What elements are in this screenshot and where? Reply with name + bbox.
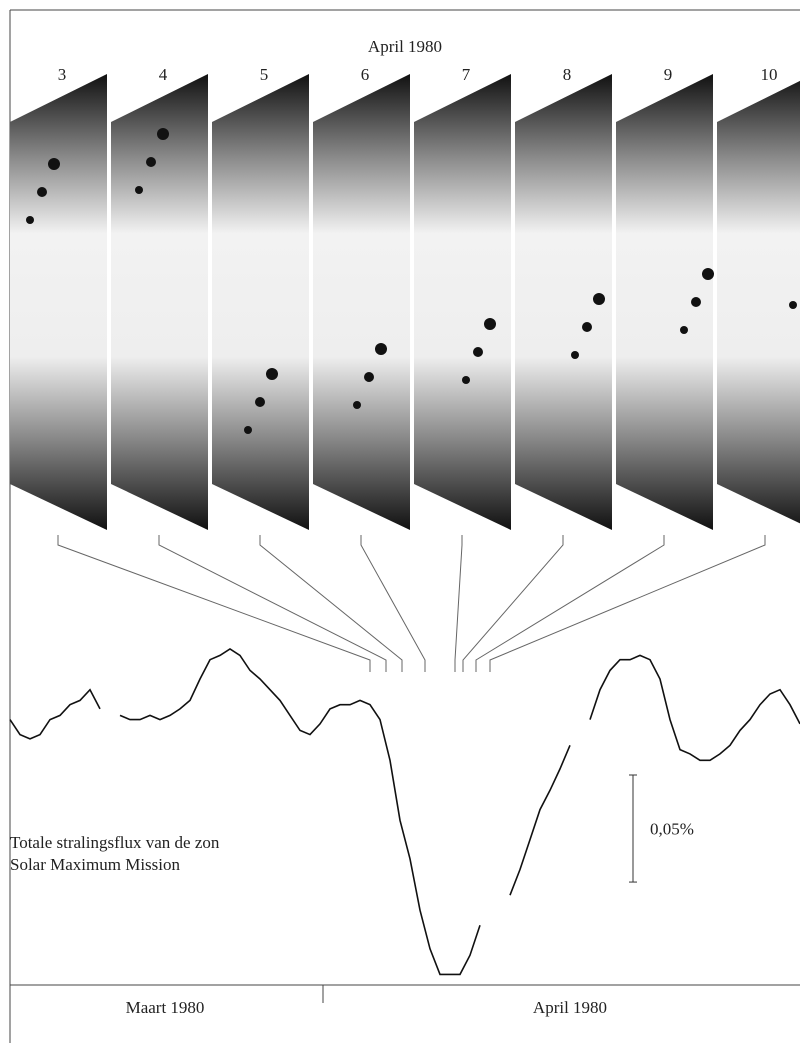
month-label: April 1980 <box>533 998 607 1017</box>
sun-image <box>717 74 800 530</box>
sunspot <box>146 157 156 167</box>
connector <box>260 535 402 672</box>
connector <box>476 535 664 672</box>
sunspot <box>462 376 470 384</box>
sunspot <box>375 343 387 355</box>
sunspot <box>244 426 252 434</box>
flux-line <box>10 649 800 974</box>
panel-label: 5 <box>260 65 269 84</box>
sunspot <box>255 397 265 407</box>
connector <box>361 535 425 672</box>
sun-image <box>313 74 410 530</box>
scale-bar-label: 0,05% <box>650 820 694 839</box>
connector <box>463 535 563 672</box>
sunspot <box>680 326 688 334</box>
sunspot <box>571 351 579 359</box>
annotation: Solar Maximum Mission <box>10 855 181 874</box>
panel-label: 4 <box>159 65 168 84</box>
sunspot <box>26 216 34 224</box>
sun-image <box>10 74 107 530</box>
panel-label: 9 <box>664 65 673 84</box>
sunspot <box>484 318 496 330</box>
sunspot <box>789 301 797 309</box>
annotation: Totale stralingsflux van de zon <box>10 833 220 852</box>
sunspot <box>353 401 361 409</box>
connector <box>490 535 765 672</box>
sunspot <box>593 293 605 305</box>
sun-image <box>111 74 208 530</box>
figure: April 1980 Totale stralingsflux van de z… <box>0 0 800 1043</box>
title: April 1980 <box>368 37 442 56</box>
sun-image <box>414 74 511 530</box>
connector <box>455 535 462 672</box>
sunspot <box>37 187 47 197</box>
sunspot <box>157 128 169 140</box>
panel-label: 3 <box>58 65 67 84</box>
month-label: Maart 1980 <box>126 998 205 1017</box>
panel-label: 10 <box>761 65 778 84</box>
sunspot <box>48 158 60 170</box>
panel-label: 7 <box>462 65 471 84</box>
sunspot <box>691 297 701 307</box>
sunspot <box>364 372 374 382</box>
sunspot <box>582 322 592 332</box>
connector <box>58 535 370 672</box>
sun-image <box>212 74 309 530</box>
panel-label: 8 <box>563 65 572 84</box>
sunspot <box>702 268 714 280</box>
sunspot <box>473 347 483 357</box>
sunspot <box>266 368 278 380</box>
sunspot <box>135 186 143 194</box>
panel-label: 6 <box>361 65 370 84</box>
